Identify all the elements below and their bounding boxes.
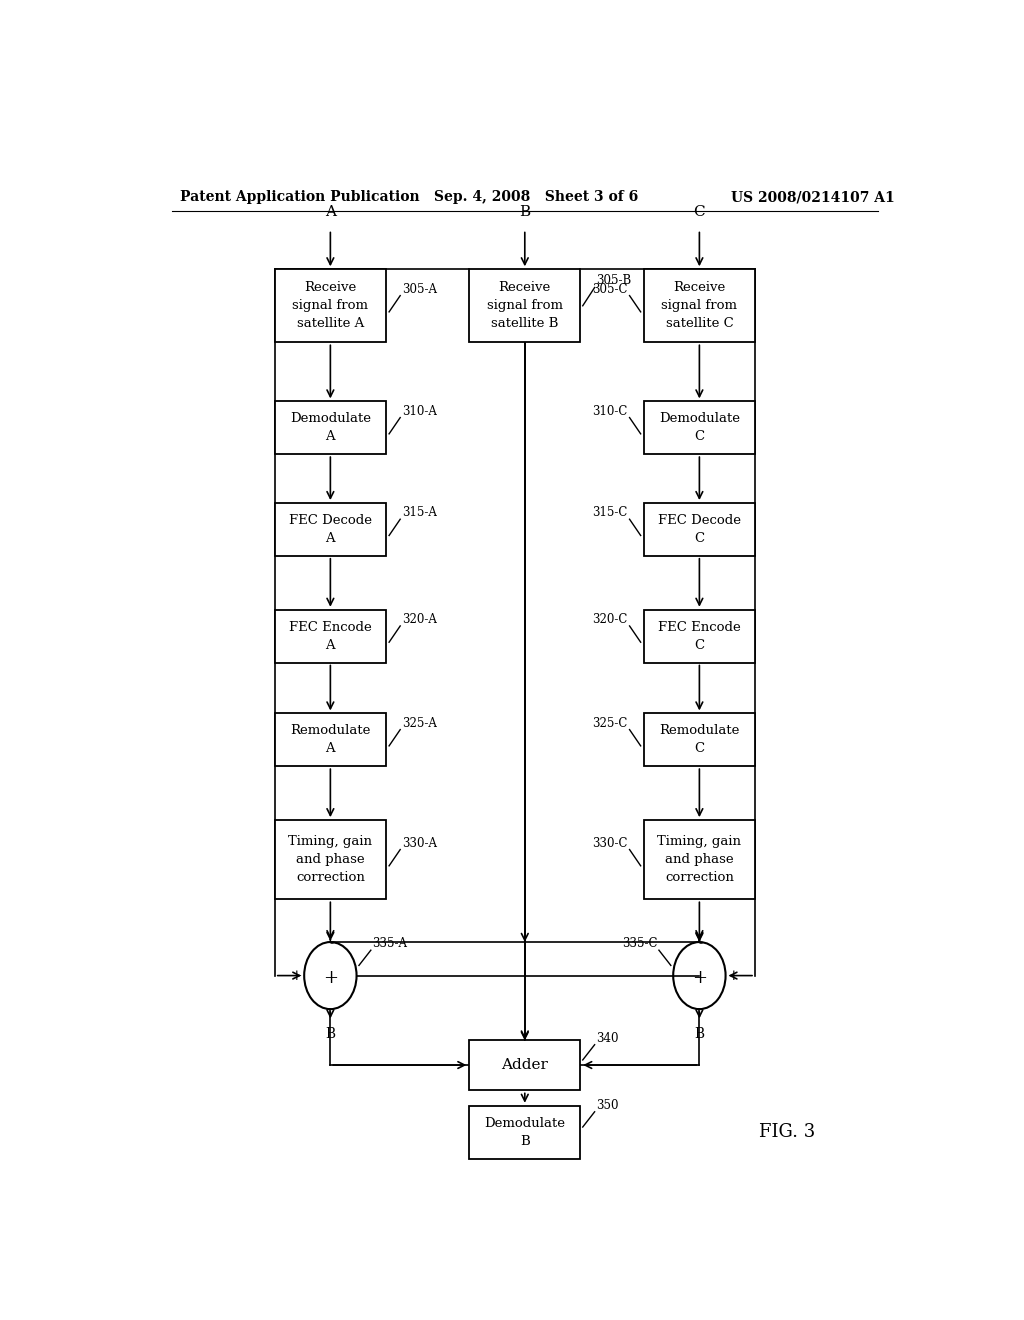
- Bar: [644, 713, 755, 766]
- Bar: [644, 820, 755, 899]
- Text: Timing, gain
and phase
correction: Timing, gain and phase correction: [289, 836, 373, 884]
- Text: 315-C: 315-C: [593, 507, 628, 519]
- Text: 310-A: 310-A: [401, 405, 436, 417]
- Bar: [644, 269, 755, 342]
- Text: 330-C: 330-C: [593, 837, 628, 850]
- Text: A: A: [325, 206, 336, 219]
- Text: +: +: [692, 969, 707, 986]
- Text: Receive
signal from
satellite A: Receive signal from satellite A: [293, 281, 369, 330]
- Text: 305-A: 305-A: [401, 282, 437, 296]
- Text: FEC Decode
C: FEC Decode C: [657, 513, 741, 545]
- Text: B: B: [326, 1027, 336, 1041]
- Text: Timing, gain
and phase
correction: Timing, gain and phase correction: [657, 836, 741, 884]
- Text: FEC Encode
A: FEC Encode A: [289, 620, 372, 652]
- Text: 350: 350: [596, 1098, 618, 1111]
- Text: 330-A: 330-A: [401, 837, 437, 850]
- Text: 305-B: 305-B: [596, 275, 632, 288]
- Text: 335-A: 335-A: [373, 937, 408, 950]
- Text: FEC Decode
A: FEC Decode A: [289, 513, 372, 545]
- Text: Adder: Adder: [502, 1059, 548, 1072]
- Bar: [274, 820, 386, 899]
- Bar: [644, 610, 755, 663]
- Text: Sep. 4, 2008   Sheet 3 of 6: Sep. 4, 2008 Sheet 3 of 6: [433, 190, 638, 205]
- Bar: [469, 1040, 581, 1090]
- Text: 340: 340: [596, 1032, 618, 1044]
- Text: Remodulate
C: Remodulate C: [659, 725, 739, 755]
- Text: B: B: [519, 206, 530, 219]
- Text: +: +: [728, 969, 739, 982]
- Bar: [274, 401, 386, 454]
- Text: Patent Application Publication: Patent Application Publication: [179, 190, 419, 205]
- Text: 310-C: 310-C: [593, 405, 628, 417]
- Text: 305-C: 305-C: [593, 282, 628, 296]
- Bar: [274, 713, 386, 766]
- Text: FIG. 3: FIG. 3: [759, 1123, 815, 1140]
- Bar: [469, 1106, 581, 1159]
- Text: -: -: [699, 937, 703, 950]
- Text: Demodulate
B: Demodulate B: [484, 1117, 565, 1147]
- Text: B: B: [694, 1027, 705, 1041]
- Bar: [469, 269, 581, 342]
- Bar: [644, 503, 755, 556]
- Text: 320-A: 320-A: [401, 612, 436, 626]
- Text: 315-A: 315-A: [401, 507, 436, 519]
- Text: Receive
signal from
satellite C: Receive signal from satellite C: [662, 281, 737, 330]
- Text: C: C: [693, 206, 706, 219]
- Text: Demodulate
C: Demodulate C: [658, 412, 740, 444]
- Text: Demodulate
A: Demodulate A: [290, 412, 371, 444]
- Text: Receive
signal from
satellite B: Receive signal from satellite B: [486, 281, 563, 330]
- Text: 320-C: 320-C: [593, 612, 628, 626]
- Bar: [644, 401, 755, 454]
- Bar: [274, 610, 386, 663]
- Text: US 2008/0214107 A1: US 2008/0214107 A1: [731, 190, 895, 205]
- Text: 325-C: 325-C: [593, 717, 628, 730]
- Text: 335-C: 335-C: [622, 937, 657, 950]
- Text: -: -: [330, 937, 334, 950]
- Text: +: +: [291, 969, 302, 982]
- Bar: [274, 503, 386, 556]
- Text: Remodulate
A: Remodulate A: [290, 725, 371, 755]
- Text: +: +: [323, 969, 338, 986]
- Text: 325-A: 325-A: [401, 717, 436, 730]
- Bar: [274, 269, 386, 342]
- Text: FEC Encode
C: FEC Encode C: [658, 620, 740, 652]
